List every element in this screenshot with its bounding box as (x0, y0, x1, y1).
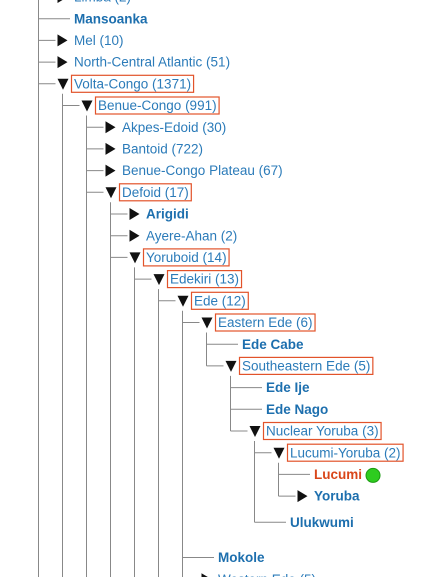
selected-node-label[interactable]: Lucumi (314, 467, 362, 482)
node-label[interactable]: Ede Nago (266, 402, 328, 417)
collapse-arrow[interactable] (225, 360, 237, 372)
node-label[interactable]: Arigidi (146, 207, 189, 222)
node-label[interactable]: Ede Ije (266, 380, 310, 395)
node-label[interactable]: Ede Cabe (242, 337, 304, 352)
node-highlight-box (262, 421, 382, 441)
node-highlight-box (214, 313, 316, 332)
node-highlight-box (70, 74, 195, 93)
node-label[interactable]: Mel (10) (74, 33, 124, 48)
expand-arrow[interactable] (105, 164, 116, 177)
node-label[interactable]: Mansoanka (74, 11, 148, 26)
node-label[interactable]: Bantoid (722) (122, 141, 203, 156)
node-label[interactable]: Volta-Congo (1371) (74, 76, 191, 91)
expand-arrow[interactable] (129, 229, 140, 242)
node-label[interactable]: Akpes-Edoid (30) (122, 120, 226, 135)
node-highlight-box (166, 270, 243, 289)
node-highlight-box (142, 248, 230, 267)
collapse-arrow[interactable] (273, 447, 285, 459)
node-label[interactable]: Eastern Ede (6) (218, 315, 313, 330)
node-label[interactable]: Nuclear Yoruba (3) (266, 424, 379, 439)
expand-arrow[interactable] (105, 142, 116, 155)
node-label[interactable]: Edekiri (13) (170, 272, 239, 287)
node-label[interactable]: Benue-Congo (991) (98, 98, 217, 113)
expand-arrow[interactable] (297, 490, 308, 503)
collapse-arrow[interactable] (105, 187, 117, 199)
node-label[interactable]: Defoid (17) (122, 185, 189, 200)
collapse-arrow[interactable] (177, 295, 189, 307)
collapse-arrow[interactable] (81, 100, 93, 112)
node-highlight-box (94, 96, 220, 115)
node-label[interactable]: Mokole (218, 550, 265, 565)
node-label[interactable]: Western Ede (5) (218, 572, 316, 577)
expand-arrow[interactable] (57, 0, 68, 3)
node-label[interactable]: Limba (2) (74, 0, 131, 5)
node-label[interactable]: Ulukwumi (290, 515, 354, 530)
node-label[interactable]: Southeastern Ede (5) (242, 358, 370, 373)
node-highlight-box (238, 356, 374, 375)
expand-arrow[interactable] (129, 208, 140, 220)
collapse-arrow[interactable] (57, 78, 69, 90)
expand-arrow[interactable] (57, 34, 68, 47)
expand-arrow[interactable] (57, 56, 68, 69)
node-highlight-box (118, 183, 192, 202)
status-dot (365, 467, 381, 483)
expand-arrow[interactable] (105, 121, 116, 134)
node-label[interactable]: Yoruboid (14) (146, 250, 227, 265)
collapse-arrow[interactable] (153, 274, 165, 286)
expand-arrow[interactable] (201, 573, 212, 577)
node-label[interactable]: Ede (12) (194, 293, 246, 308)
node-highlight-box (286, 443, 404, 462)
collapse-arrow[interactable] (249, 426, 261, 437)
collapse-arrow[interactable] (129, 252, 141, 264)
node-label[interactable]: North-Central Atlantic (51) (74, 55, 230, 70)
node-label[interactable]: Lucumi-Yoruba (2) (290, 445, 401, 460)
node-highlight-box (190, 291, 249, 310)
collapse-arrow[interactable] (201, 317, 213, 329)
node-label[interactable]: Benue-Congo Plateau (67) (122, 163, 283, 178)
node-label[interactable]: Yoruba (314, 489, 360, 504)
node-label[interactable]: Ayere-Ahan (2) (146, 228, 237, 243)
